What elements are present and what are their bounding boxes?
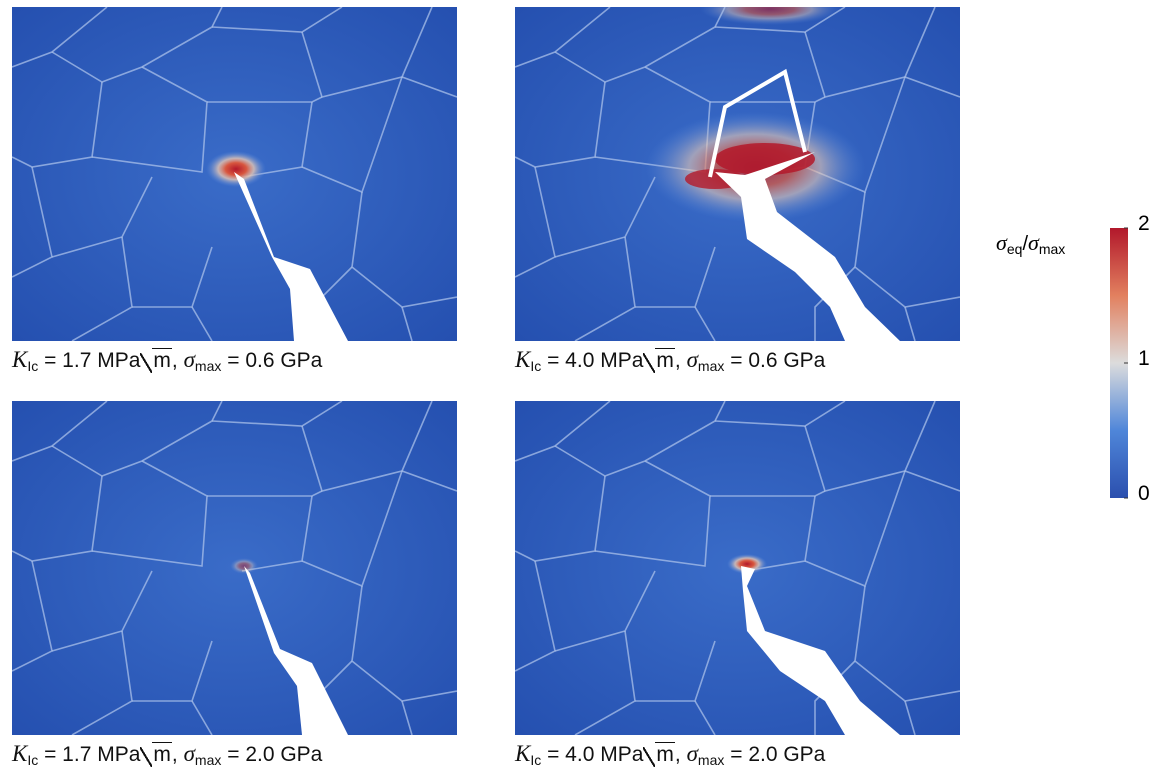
separator: , xyxy=(171,743,178,766)
separator: , xyxy=(171,349,178,372)
panel xyxy=(12,7,457,341)
opened-boundary xyxy=(708,68,807,178)
subscript: max xyxy=(194,752,222,768)
caption: KIc = 1.7 MPa m, σmax = 2.0 GPa xyxy=(12,741,322,768)
slash: / xyxy=(1022,233,1028,255)
symbol: K xyxy=(12,347,28,372)
value: = 1.7 MPa xyxy=(44,349,141,372)
subscript: eq xyxy=(1006,241,1023,257)
panel xyxy=(515,7,960,341)
value: = 0.6 GPa xyxy=(227,349,323,372)
symbol: σ xyxy=(183,347,195,372)
colorbar-gradient xyxy=(1110,228,1128,498)
subscript: max xyxy=(1038,241,1066,257)
colorbar xyxy=(1110,227,1128,499)
symbol: σ xyxy=(686,347,698,372)
symbol: σ xyxy=(996,230,1007,255)
symbol: K xyxy=(515,741,531,766)
subscript: Ic xyxy=(530,358,542,374)
panel xyxy=(12,401,457,735)
value: = 4.0 MPa xyxy=(547,349,644,372)
symbol: K xyxy=(515,347,531,372)
symbol: K xyxy=(12,741,28,766)
panel xyxy=(515,401,960,735)
stress-hotspot xyxy=(206,151,266,187)
subscript: Ic xyxy=(27,358,39,374)
sqrt: m xyxy=(152,742,172,766)
crack xyxy=(715,152,900,341)
stress-hotspot xyxy=(727,554,767,574)
value: = 2.0 GPa xyxy=(730,743,826,766)
symbol: σ xyxy=(1028,230,1039,255)
subscript: max xyxy=(194,358,222,374)
crack xyxy=(234,172,348,341)
value: = 4.0 MPa xyxy=(547,743,644,766)
sqrt: m xyxy=(152,348,172,372)
subscript: Ic xyxy=(530,752,542,768)
crack xyxy=(244,566,348,735)
separator: , xyxy=(674,349,681,372)
sqrt: m xyxy=(655,348,675,372)
colorbar-tick-label: 0 xyxy=(1138,482,1150,505)
stress-hotspot xyxy=(700,7,840,25)
caption: KIc = 1.7 MPa m, σmax = 0.6 GPa xyxy=(12,347,322,374)
caption: KIc = 4.0 MPa m, σmax = 2.0 GPa xyxy=(515,741,825,768)
colorbar-tick-label: 1 xyxy=(1138,347,1150,370)
subscript: Ic xyxy=(27,752,39,768)
crack xyxy=(741,566,900,735)
sqrt: m xyxy=(655,742,675,766)
separator: , xyxy=(674,743,681,766)
value: = 0.6 GPa xyxy=(730,349,826,372)
subscript: max xyxy=(697,752,725,768)
symbol: σ xyxy=(183,741,195,766)
caption: KIc = 4.0 MPa m, σmax = 0.6 GPa xyxy=(515,347,825,374)
value: = 2.0 GPa xyxy=(227,743,323,766)
subscript: max xyxy=(697,358,725,374)
stress-hotspot xyxy=(715,143,815,175)
value: = 1.7 MPa xyxy=(44,743,141,766)
colorbar-label: σeq/σmax xyxy=(996,230,1065,257)
symbol: σ xyxy=(686,741,698,766)
colorbar-tick-label: 2 xyxy=(1138,212,1150,235)
